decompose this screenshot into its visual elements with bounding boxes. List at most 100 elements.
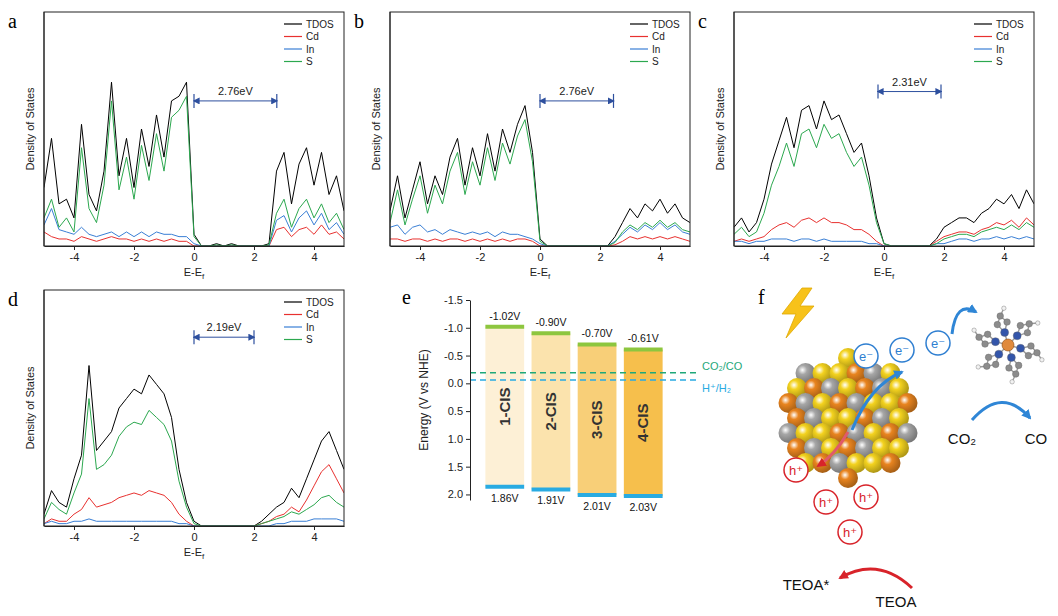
- legend-swatch: [284, 326, 302, 327]
- gap-cap: [193, 330, 194, 344]
- tick-mark: [420, 246, 421, 250]
- panel: -4-2024Density of StatesE-EfTDOSCdInS2.7…: [8, 10, 345, 281]
- hole-label: h⁺: [859, 490, 873, 505]
- legend-swatch: [630, 23, 648, 24]
- light-bolt: [782, 288, 814, 338]
- x-tick: 0: [881, 246, 887, 263]
- mol-atom: [1036, 321, 1040, 325]
- legend: TDOSCdInS: [630, 19, 680, 68]
- tick-mark: [824, 246, 825, 250]
- mol-atom: [976, 334, 983, 341]
- panel-letter: f: [758, 286, 765, 308]
- tick-mark: [466, 494, 470, 495]
- legend-swatch: [974, 61, 992, 62]
- tick-mark: [134, 246, 135, 250]
- x-tick: -2: [820, 246, 830, 263]
- tick-label: -1.0: [444, 322, 463, 334]
- y-tick: 2.0: [448, 488, 470, 500]
- category-label: 3-CIS: [588, 401, 605, 439]
- y-axis-title: Energy (V vs NHE): [417, 349, 431, 450]
- x-tick: -2: [130, 526, 140, 543]
- hole-circle: [784, 458, 808, 482]
- tick-mark: [466, 467, 470, 468]
- y-tick: -0.5: [444, 350, 470, 362]
- y-tick: 1.5: [448, 461, 470, 473]
- y-axis-line: [470, 301, 471, 501]
- x-tick: -2: [130, 246, 140, 263]
- tick-mark: [194, 526, 195, 530]
- hole-label: h⁺: [789, 463, 803, 478]
- x-tick: 2: [597, 246, 603, 263]
- tick-label: 0: [537, 251, 543, 263]
- band-edge: [485, 485, 524, 489]
- mol-atom: [1028, 343, 1035, 350]
- legend-label: In: [996, 44, 1004, 55]
- legend-swatch: [284, 301, 302, 302]
- mol-atom: [992, 361, 999, 368]
- legend-label: TDOS: [306, 297, 334, 308]
- gap-arrow: [194, 337, 254, 338]
- tick-label: 4: [657, 251, 663, 263]
- tick-label: -4: [416, 251, 426, 263]
- band-edge: [532, 487, 571, 491]
- legend-swatch: [284, 23, 302, 24]
- x-tick: 0: [191, 526, 197, 543]
- x-axis-title: E-Ef: [184, 546, 205, 561]
- data-label: -0.61V: [628, 332, 659, 344]
- panel-letter: d: [8, 288, 18, 310]
- data-label: -0.70V: [582, 327, 613, 339]
- tick-label: -4: [760, 251, 770, 263]
- gap-label: 2.76eV: [218, 85, 254, 97]
- tick-mark: [466, 300, 470, 301]
- dos-line: [44, 366, 344, 526]
- data-label: -1.02V: [489, 310, 520, 322]
- dos-line: [44, 465, 344, 526]
- legend-label: TDOS: [996, 19, 1024, 30]
- molecule: [972, 306, 1044, 384]
- panel: -4-2024Density of StatesE-EfTDOSCdInS2.3…: [698, 10, 1035, 281]
- tick-mark: [764, 246, 765, 250]
- gap-cap: [940, 85, 941, 99]
- band-edge: [624, 347, 663, 351]
- tick-mark: [600, 246, 601, 250]
- hole-circle: [854, 485, 878, 509]
- legend-label: S: [306, 56, 313, 67]
- x-axis: -4-2024: [45, 526, 345, 543]
- tick-label: 0.5: [448, 405, 463, 417]
- tick-mark: [314, 246, 315, 250]
- band-edge: [578, 493, 617, 497]
- tick-mark: [466, 411, 470, 412]
- y-tick: -1.0: [444, 322, 470, 334]
- panel: -4-2024Density of StatesE-EfTDOSCdInS2.1…: [8, 288, 345, 561]
- dos-line: [44, 96, 344, 246]
- x-tick: -4: [416, 246, 426, 263]
- legend-swatch: [284, 48, 302, 49]
- tick-mark: [134, 526, 135, 530]
- tick-mark: [466, 328, 470, 329]
- mol-atom: [984, 331, 991, 338]
- electron-label: e⁻: [895, 343, 909, 358]
- mol-atom: [985, 354, 992, 361]
- mol-atom: [1004, 319, 1011, 326]
- legend-label: In: [652, 44, 660, 55]
- band-edge: [624, 494, 663, 498]
- tick-mark: [74, 526, 75, 530]
- tick-mark: [944, 246, 945, 250]
- tick-label: 1.5: [448, 461, 463, 473]
- gap-label: 2.76eV: [559, 85, 595, 97]
- dos-line: [44, 82, 344, 246]
- electron-label: e⁻: [931, 336, 945, 351]
- y-axis-line: [44, 12, 45, 246]
- mol-atom: [1001, 328, 1009, 336]
- mol-atom: [1040, 358, 1044, 362]
- y-axis-title: Density of States: [24, 87, 36, 171]
- mol-atom: [1012, 371, 1019, 378]
- tick-label: 4: [311, 531, 317, 543]
- electron-circle: [926, 331, 950, 355]
- x-tick: 2: [941, 246, 947, 263]
- diagram: fe⁻e⁻e⁻h⁺h⁺h⁺h⁺CO₂COTEOA*TEOA: [758, 286, 1047, 610]
- legend-label: In: [306, 322, 314, 333]
- panel-letter: b: [354, 10, 364, 32]
- x-axis-title: E-Ef: [530, 266, 551, 281]
- legend-swatch: [974, 48, 992, 49]
